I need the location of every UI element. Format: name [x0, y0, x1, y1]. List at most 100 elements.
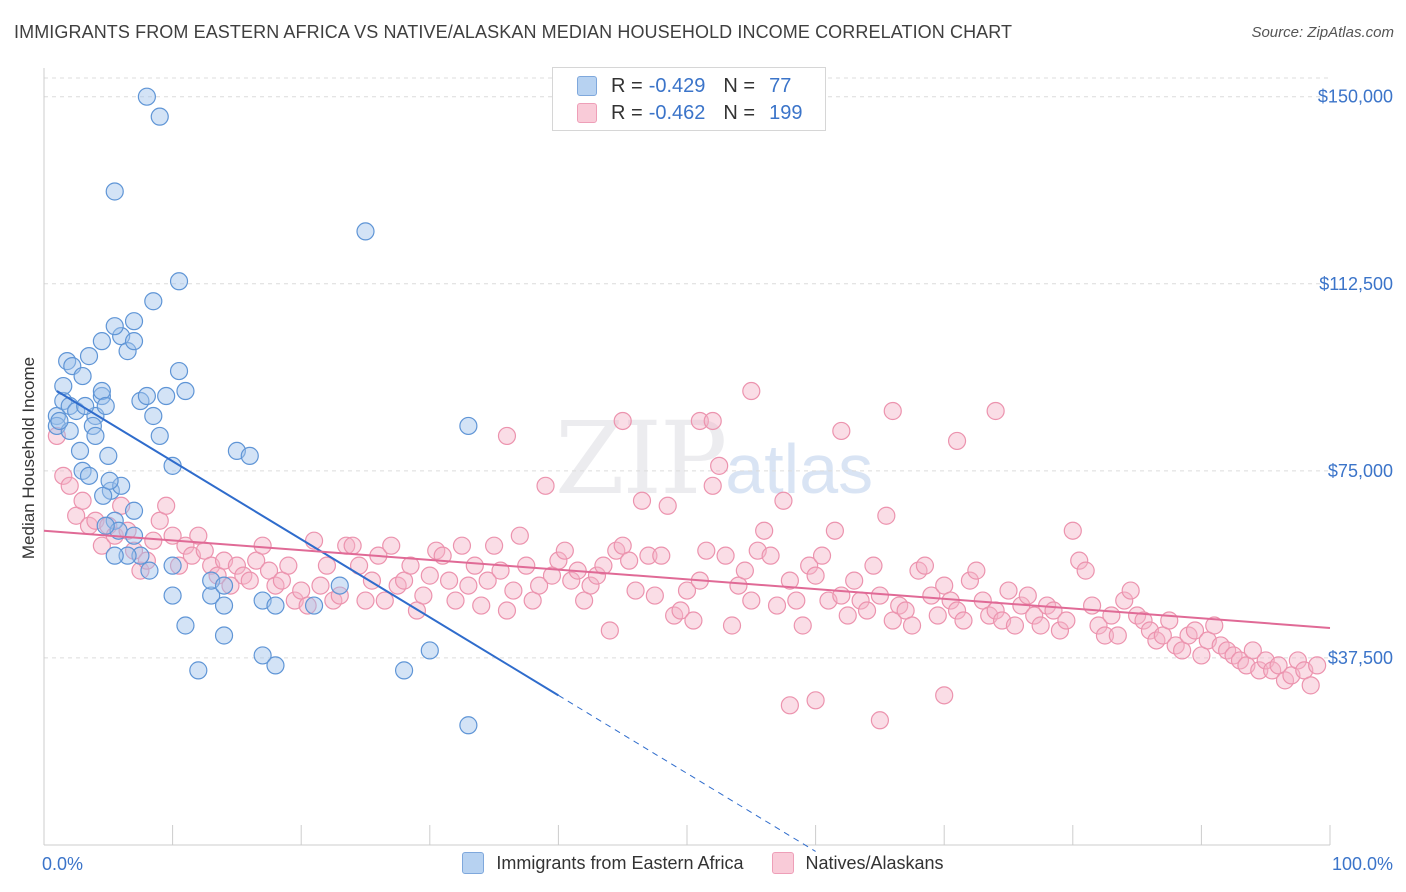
data-point-natives: [870, 711, 890, 730]
data-point-natives: [825, 521, 844, 540]
data-point-natives: [722, 616, 742, 635]
data-point-natives: [478, 571, 497, 590]
legend-swatch-blue: [577, 76, 597, 96]
data-point-natives: [67, 506, 86, 525]
data-point-natives: [742, 381, 761, 401]
data-point-immigrants: [266, 656, 285, 675]
data-point-natives: [645, 586, 664, 605]
data-point-natives: [639, 546, 658, 565]
data-point-natives: [298, 596, 317, 615]
data-point-natives: [613, 411, 632, 431]
data-point-natives: [1308, 656, 1327, 675]
legend-item-immigrants[interactable]: Immigrants from Eastern Africa: [462, 852, 744, 874]
data-point-natives: [1076, 561, 1095, 580]
legend-swatch-pink: [577, 103, 597, 123]
data-point-immigrants: [92, 386, 111, 406]
data-point-immigrants: [356, 222, 375, 241]
trendline-immigrants: [56, 390, 559, 697]
data-point-natives: [375, 591, 394, 610]
data-point-natives: [1063, 521, 1082, 540]
data-point-natives: [677, 581, 697, 600]
data-point-natives: [536, 476, 555, 495]
data-point-natives: [877, 506, 896, 525]
data-point-natives: [272, 571, 292, 590]
data-point-natives: [710, 456, 729, 475]
data-point-natives: [1025, 606, 1044, 625]
data-point-natives: [806, 691, 825, 710]
data-point-natives: [1115, 591, 1134, 610]
data-point-natives: [1121, 581, 1140, 600]
y-axis-label: Median Household Income: [19, 357, 38, 559]
trend-lines: [43, 390, 1331, 852]
data-point-natives: [652, 546, 671, 565]
data-point-natives: [73, 491, 92, 510]
data-point-natives: [1269, 656, 1288, 675]
data-point-immigrants: [124, 332, 144, 351]
data-point-natives: [401, 556, 420, 575]
data-point-immigrants: [140, 561, 159, 580]
data-point-natives: [330, 586, 349, 605]
data-point-natives: [60, 476, 79, 495]
data-point-natives: [761, 546, 780, 565]
data-point-natives: [742, 591, 761, 610]
data-point-natives: [716, 546, 735, 565]
data-point-natives: [1243, 641, 1262, 660]
data-point-natives: [523, 591, 542, 610]
data-point-immigrants: [94, 486, 113, 505]
legend-n-label: N =: [723, 101, 756, 124]
data-point-natives: [1134, 611, 1153, 630]
data-point-natives: [928, 606, 947, 625]
x-tick-label: 0.0%: [42, 854, 83, 874]
data-point-natives: [439, 571, 459, 590]
data-point-natives: [967, 561, 986, 580]
data-point-immigrants: [330, 576, 349, 595]
legend-n-value: 77: [769, 74, 792, 97]
data-point-natives: [793, 616, 812, 635]
data-point-immigrants: [118, 342, 137, 361]
data-point-natives: [613, 536, 632, 555]
data-point-immigrants: [96, 396, 115, 416]
data-point-immigrants: [169, 272, 189, 291]
data-point-natives: [1192, 646, 1211, 665]
stats-legend: R = -0.429 N = 77 R = -0.462 N = 199: [552, 67, 826, 131]
data-point-immigrants: [47, 406, 66, 426]
data-point-natives: [221, 576, 240, 595]
data-point-natives: [1108, 626, 1127, 645]
data-point-natives: [562, 571, 581, 590]
data-point-natives: [317, 556, 337, 575]
source-label: Source: ZipAtlas.com: [1251, 24, 1394, 41]
data-point-natives: [780, 571, 799, 590]
data-point-natives: [555, 541, 574, 560]
data-point-natives: [356, 591, 375, 610]
data-point-natives: [144, 531, 163, 550]
data-point-immigrants: [157, 386, 176, 406]
data-point-immigrants: [202, 586, 221, 605]
legend-r-label: R =: [611, 74, 643, 97]
data-point-immigrants: [112, 476, 131, 495]
legend-n-label: N =: [723, 74, 756, 97]
data-point-immigrants: [214, 576, 234, 595]
data-point-natives: [954, 611, 973, 630]
y-tick-label: $37,500: [1328, 648, 1393, 668]
data-point-natives: [472, 596, 491, 615]
data-point-natives: [1095, 626, 1115, 645]
data-point-natives: [446, 591, 465, 610]
data-point-natives: [735, 561, 754, 580]
data-point-immigrants: [137, 386, 156, 406]
data-point-natives: [922, 586, 941, 605]
data-point-immigrants: [144, 292, 163, 311]
data-point-natives: [658, 496, 677, 515]
data-point-natives: [1301, 676, 1320, 695]
legend-item-natives[interactable]: Natives/Alaskans: [771, 852, 944, 874]
data-point-natives: [729, 576, 748, 595]
data-point-immigrants: [92, 381, 111, 401]
data-point-immigrants: [105, 182, 124, 201]
legend-swatch-blue: [462, 852, 485, 874]
data-point-immigrants: [105, 546, 124, 565]
data-point-immigrants: [459, 716, 478, 735]
data-point-natives: [227, 556, 246, 575]
data-point-immigrants: [459, 416, 478, 436]
y-tick-label: $112,500: [1319, 274, 1393, 294]
data-point-immigrants: [124, 312, 144, 331]
